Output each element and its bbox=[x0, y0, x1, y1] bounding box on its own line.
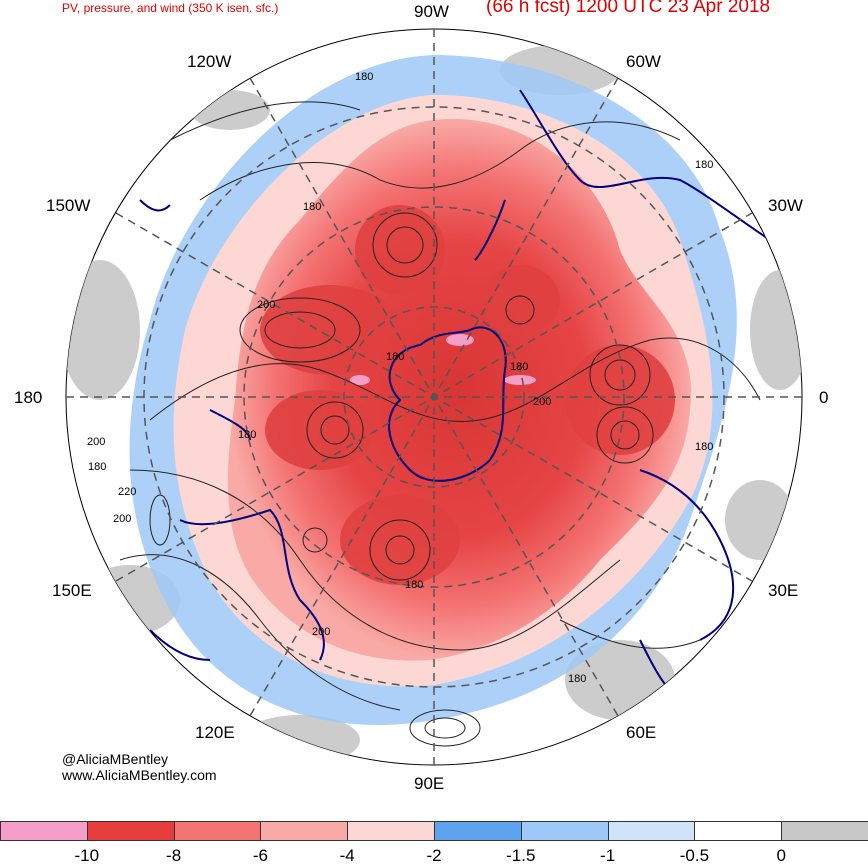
contour-label: 180 bbox=[405, 579, 423, 591]
colorbar-tick-label: -10 bbox=[74, 846, 100, 865]
contour-label: 180 bbox=[568, 673, 586, 685]
contour-label: 180 bbox=[695, 159, 713, 171]
contour-label: 180 bbox=[510, 361, 528, 373]
polar-stereographic-map: 180 180 180 200 180 180 200 180 180 180 … bbox=[65, 28, 803, 766]
lon-label-60w: 60W bbox=[626, 52, 661, 71]
extreme-pv-spots bbox=[350, 334, 536, 385]
contour-label: 180 bbox=[386, 351, 404, 363]
colorbar-tick-label: -4 bbox=[339, 846, 355, 865]
colorbar-tick-label: -2 bbox=[426, 846, 442, 865]
author-handle: @AliciaMBentley bbox=[62, 751, 169, 767]
contour-label: 200 bbox=[533, 396, 551, 408]
pressure-contours bbox=[119, 101, 761, 747]
lon-label-90w: 90W bbox=[414, 2, 449, 21]
coastlines bbox=[139, 89, 771, 691]
contour-label: 180 bbox=[238, 429, 256, 441]
lon-label-30e: 30E bbox=[768, 581, 799, 600]
colorbar-tick-label: -1 bbox=[600, 846, 616, 865]
colorbar-tick-label: -6 bbox=[252, 846, 268, 865]
contour-label: 200 bbox=[312, 626, 330, 638]
lon-label-60e: 60E bbox=[626, 723, 657, 742]
colorbar-cell bbox=[694, 821, 783, 841]
map-subtitle: PV, pressure, and wind (350 K isen. sfc.… bbox=[62, 1, 279, 15]
colorbar-tick-label: -1.5 bbox=[506, 846, 536, 865]
pv-lobes bbox=[260, 205, 675, 585]
colorbar-cell bbox=[607, 821, 696, 841]
contour-labels: 180 180 180 200 180 180 200 180 180 180 … bbox=[87, 71, 713, 685]
forecast-time-title: (66 h fcst) 1200 UTC 23 Apr 2018 bbox=[486, 0, 771, 17]
lon-label-150e: 150E bbox=[52, 581, 92, 600]
lon-label-180: 180 bbox=[14, 388, 43, 407]
contour-label: 200 bbox=[87, 436, 105, 448]
colorbar-cell bbox=[260, 821, 349, 841]
contour-label: 180 bbox=[355, 71, 373, 83]
colorbar-cell bbox=[520, 821, 609, 841]
lon-label-120w: 120W bbox=[187, 52, 232, 71]
pv-colorbar bbox=[0, 821, 868, 843]
lon-label-90e: 90E bbox=[414, 774, 445, 793]
lon-label-30w: 30W bbox=[768, 196, 803, 215]
graticule bbox=[66, 29, 802, 765]
colorbar-cell bbox=[173, 821, 262, 841]
colorbar-cell bbox=[347, 821, 435, 841]
author-website[interactable]: www.AliciaMBentley.com bbox=[62, 767, 217, 783]
colorbar-cell bbox=[86, 821, 175, 841]
contour-label: 180 bbox=[303, 201, 321, 213]
colorbar-cell bbox=[781, 821, 868, 841]
colorbar-tick-label: -8 bbox=[166, 846, 182, 865]
lon-label-0: 0 bbox=[819, 388, 829, 407]
contour-label: 180 bbox=[88, 461, 106, 473]
contour-label: 200 bbox=[257, 299, 275, 311]
colorbar-cell bbox=[0, 821, 88, 841]
colorbar-cell bbox=[433, 821, 522, 841]
colorbar-tick-label: 0 bbox=[776, 846, 786, 865]
colorbar-tick-label: -0.5 bbox=[679, 846, 710, 865]
lon-label-150w: 150W bbox=[46, 196, 91, 215]
lon-label-120e: 120E bbox=[195, 723, 235, 742]
contour-label: 220 bbox=[118, 486, 136, 498]
contour-label: 180 bbox=[695, 441, 713, 453]
contour-label: 200 bbox=[113, 513, 131, 525]
